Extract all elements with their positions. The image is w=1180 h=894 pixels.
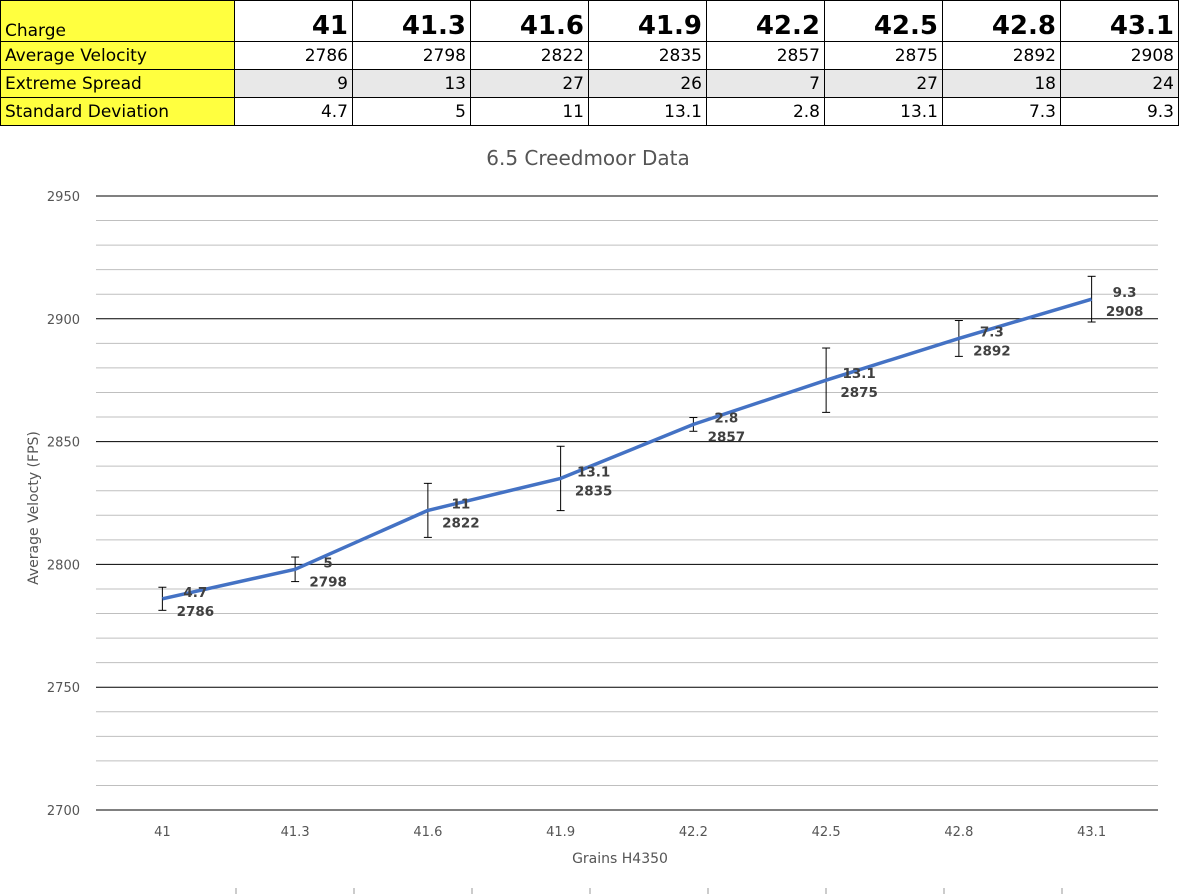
table-cell: 2835 [588, 41, 707, 70]
data-label-velocity: 2822 [442, 515, 480, 531]
y-tick-label: 2750 [47, 681, 80, 696]
x-tick-label: 42.2 [679, 825, 708, 840]
table-row: Average Velocity 2786 2798 2822 2835 2857 2875… [0, 41, 1179, 70]
table-cell: 18 [942, 69, 1061, 98]
table-cell: 4.7 [234, 97, 353, 126]
data-label-velocity: 2875 [840, 385, 878, 401]
velocity-chart: 6.5 Creedmoor Data 270027502800285029002… [26, 146, 1158, 894]
y-axis-label: Average Velocty (FPS) [26, 431, 42, 585]
table-cell: 5 [352, 97, 471, 126]
row-label: Standard Deviation [0, 97, 235, 126]
table-cell: 41.6 [470, 0, 589, 42]
chart-title: 6.5 Creedmoor Data [486, 146, 690, 170]
y-tick-label: 2850 [47, 436, 80, 451]
data-labels: 4.7 2786 5 2798 11 2822 13.1 2835 2.8 2857 13.1 287… [177, 285, 1144, 620]
table-cell: 27 [824, 69, 943, 98]
x-tick-label: 41.3 [281, 825, 310, 840]
y-tick-label: 2900 [47, 313, 80, 328]
table-cell: 42.8 [942, 0, 1061, 42]
table-cell: 41 [234, 0, 353, 42]
y-tick-label: 2950 [47, 190, 80, 205]
series-line [162, 297, 1093, 601]
x-tick-label: 43.1 [1077, 825, 1106, 840]
table-cell: 7 [706, 69, 825, 98]
table-cell: 42.2 [706, 0, 825, 42]
table-cell: 43.1 [1060, 0, 1179, 42]
x-axis-ticks: 41 41.3 41.6 41.9 42.2 42.5 42.8 43.1 [154, 825, 1106, 840]
table-cell: 2857 [706, 41, 825, 70]
table-cell: 2822 [470, 41, 589, 70]
error-bar [158, 586, 167, 611]
data-label-velocity: 2786 [177, 604, 215, 620]
x-tick-label: 41.6 [413, 825, 442, 840]
data-label-velocity: 2857 [708, 429, 746, 445]
table-cell: 26 [588, 69, 707, 98]
table-cell: 24 [1060, 69, 1179, 98]
data-label-sd: 9.3 [1113, 285, 1137, 301]
table-cell: 2875 [824, 41, 943, 70]
data-table: Charge 41 41.3 41.6 41.9 42.2 42.5 42.8 43.1 Aver… [0, 0, 1179, 126]
table-cell: 9 [234, 69, 353, 98]
table-cell: 7.3 [942, 97, 1061, 126]
gridlines [96, 195, 1158, 811]
table-cell: 13.1 [824, 97, 943, 126]
x-tick-label: 42.5 [812, 825, 841, 840]
table-cell: 2.8 [706, 97, 825, 126]
table-cell: 2908 [1060, 41, 1179, 70]
table-cell: 41.9 [588, 0, 707, 42]
table-cell: 27 [470, 69, 589, 98]
table-cell: 13 [352, 69, 471, 98]
data-label-velocity: 2835 [575, 483, 613, 499]
data-label-sd: 11 [451, 496, 470, 512]
data-label-sd: 13.1 [577, 464, 610, 480]
data-label-velocity: 2908 [1106, 304, 1144, 320]
row-label: Charge [0, 0, 235, 42]
table-row: Standard Deviation 4.7 5 11 13.1 2.8 13.1 7.3 9.… [0, 97, 1179, 126]
y-axis-ticks: 2700 2750 2800 2850 2900 2950 [47, 190, 80, 819]
x-tick-label: 41 [154, 825, 171, 840]
row-label: Average Velocity [0, 41, 235, 70]
data-label-velocity: 2892 [973, 343, 1011, 359]
row-label: Extreme Spread [0, 69, 235, 98]
table-row: Charge 41 41.3 41.6 41.9 42.2 42.5 42.8 43.1 [0, 0, 1179, 42]
bottom-edge-marks [235, 888, 1063, 894]
table-cell: 2798 [352, 41, 471, 70]
error-bars [158, 275, 1096, 611]
x-axis-label: Grains H4350 [572, 851, 668, 867]
table-cell: 2892 [942, 41, 1061, 70]
data-label-sd: 4.7 [183, 585, 207, 601]
x-tick-label: 42.8 [944, 825, 973, 840]
table-cell: 11 [470, 97, 589, 126]
y-tick-label: 2700 [47, 804, 80, 819]
data-label-sd: 13.1 [842, 366, 875, 382]
x-tick-label: 41.9 [546, 825, 575, 840]
table-row: Extreme Spread 9 13 27 26 7 27 18 24 [0, 69, 1179, 98]
table-cell: 2786 [234, 41, 353, 70]
data-label-sd: 5 [323, 555, 332, 571]
table-cell: 13.1 [588, 97, 707, 126]
error-bar [1087, 275, 1096, 323]
data-label-velocity: 2798 [309, 574, 347, 590]
data-label-sd: 7.3 [980, 324, 1004, 340]
y-tick-label: 2800 [47, 558, 80, 573]
table-cell: 42.5 [824, 0, 943, 42]
data-label-sd: 2.8 [714, 410, 738, 426]
table-cell: 9.3 [1060, 97, 1179, 126]
table-cell: 41.3 [352, 0, 471, 42]
